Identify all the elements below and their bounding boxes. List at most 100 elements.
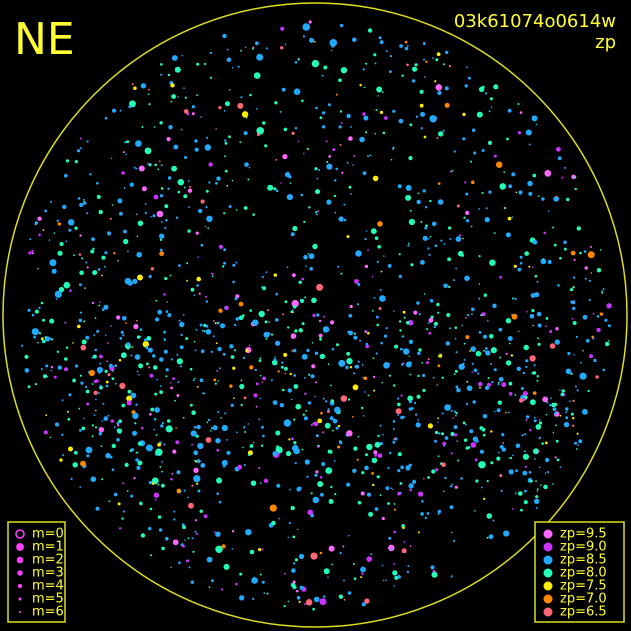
star	[493, 232, 496, 235]
magnitude-label: m=1	[32, 540, 64, 555]
star	[382, 433, 384, 436]
star	[152, 354, 156, 358]
star	[175, 440, 180, 445]
star	[464, 275, 470, 282]
star	[422, 42, 426, 45]
star	[516, 366, 521, 371]
star	[274, 356, 276, 358]
star	[487, 140, 493, 145]
star	[308, 373, 311, 376]
star	[174, 66, 181, 73]
star	[67, 410, 69, 413]
star	[178, 319, 181, 322]
zp-symbol	[543, 542, 553, 552]
star	[488, 110, 491, 113]
star	[288, 438, 291, 441]
star	[445, 50, 449, 55]
star	[407, 319, 414, 326]
star	[190, 287, 195, 292]
star	[270, 333, 274, 336]
star	[398, 274, 402, 279]
star	[385, 486, 390, 491]
star	[233, 397, 235, 400]
star	[379, 494, 382, 497]
star	[240, 403, 243, 407]
star	[133, 166, 136, 169]
star	[545, 413, 548, 416]
star	[304, 377, 306, 379]
star	[148, 526, 152, 531]
star	[608, 340, 610, 342]
star	[132, 412, 139, 419]
mode-label: zp	[595, 32, 616, 53]
star	[309, 267, 314, 271]
star	[244, 162, 249, 167]
star	[214, 531, 216, 534]
star	[177, 96, 179, 98]
star	[534, 458, 536, 460]
star	[541, 197, 545, 201]
star	[478, 297, 481, 300]
star	[223, 110, 226, 112]
star	[569, 400, 571, 403]
star	[487, 377, 490, 380]
star	[356, 458, 359, 461]
star	[147, 93, 150, 95]
star	[43, 374, 47, 379]
star	[84, 287, 86, 289]
star	[248, 344, 251, 347]
star	[489, 334, 494, 339]
star	[256, 53, 264, 61]
star	[116, 428, 123, 434]
star	[366, 443, 373, 451]
star	[519, 255, 523, 259]
star	[261, 275, 264, 278]
star	[165, 310, 169, 313]
star	[498, 376, 504, 382]
star	[483, 349, 485, 352]
star	[93, 390, 98, 395]
star	[415, 422, 421, 428]
star	[328, 499, 334, 504]
star	[570, 250, 576, 256]
star	[209, 51, 213, 55]
star	[280, 46, 284, 50]
star	[205, 300, 209, 303]
star	[331, 347, 335, 351]
star	[305, 265, 307, 267]
star	[538, 421, 543, 425]
star	[520, 387, 524, 390]
star	[99, 354, 103, 359]
star	[375, 108, 378, 111]
star	[406, 63, 409, 67]
star	[239, 572, 243, 576]
star	[153, 417, 157, 421]
star	[159, 465, 162, 468]
star	[444, 436, 449, 440]
star	[362, 112, 366, 116]
star	[340, 363, 343, 366]
star	[223, 261, 227, 265]
star	[261, 425, 264, 429]
star	[267, 309, 270, 312]
star	[314, 473, 318, 477]
direction-label: NE	[14, 14, 75, 65]
star	[348, 136, 353, 141]
star	[57, 250, 63, 256]
star	[379, 289, 382, 292]
star	[596, 315, 600, 318]
star	[79, 234, 82, 237]
star	[258, 548, 262, 552]
star	[80, 460, 86, 467]
star	[429, 299, 434, 303]
star	[330, 320, 335, 325]
star	[411, 79, 416, 83]
star	[327, 363, 330, 366]
star	[91, 424, 94, 427]
star	[138, 165, 145, 172]
star	[58, 286, 65, 293]
star	[390, 158, 393, 161]
star	[258, 359, 262, 362]
star	[292, 273, 296, 278]
